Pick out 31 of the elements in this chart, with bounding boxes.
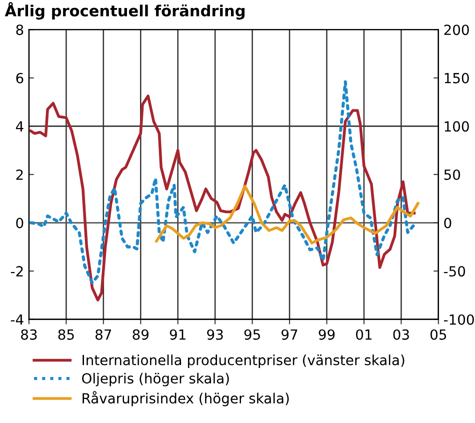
- y-tick-label: 6: [16, 72, 24, 84]
- legend-label: Råvaruprisindex (höger skala): [82, 391, 289, 406]
- y2-tick-label: 50: [444, 169, 460, 180]
- x-tick-label: 03: [393, 329, 409, 340]
- x-tick-label: 99: [318, 329, 335, 340]
- y-tick-label: -4: [10, 314, 24, 325]
- x-tick-label: 89: [132, 329, 149, 340]
- x-tick-label: 01: [356, 329, 372, 340]
- x-tick-label: 91: [170, 329, 186, 340]
- y-tick-label: -2: [10, 266, 23, 276]
- x-tick-label: 97: [282, 329, 298, 340]
- chart-title: Årlig procentuell förändring: [4, 2, 245, 20]
- y-tick-label: 0: [16, 218, 24, 228]
- line-series: [155, 184, 420, 244]
- y-tick-label: 2: [16, 169, 23, 180]
- y2-tick-label: 200: [444, 24, 469, 36]
- x-tick-label: 83: [21, 329, 37, 340]
- legend-label: Internationella producentpriser (vänster skala): [82, 354, 404, 368]
- x-tick-label: 85: [58, 329, 74, 340]
- y2-tick-label: -100: [444, 314, 474, 325]
- x-tick-label: 95: [244, 329, 260, 340]
- y-tick-label: 4: [16, 121, 24, 132]
- y2-tick-label: 150: [444, 72, 469, 84]
- legend-label: Oljepris (höger skala): [82, 372, 229, 386]
- y2-tick-label: 100: [444, 121, 469, 132]
- x-tick-label: 87: [96, 329, 112, 340]
- x-tick-label: 05: [430, 329, 446, 340]
- x-tick-label: 93: [207, 329, 223, 340]
- y2-tick-label: -50: [444, 266, 466, 277]
- y-tick-label: 8: [16, 24, 24, 36]
- y2-tick-label: 0: [444, 218, 452, 228]
